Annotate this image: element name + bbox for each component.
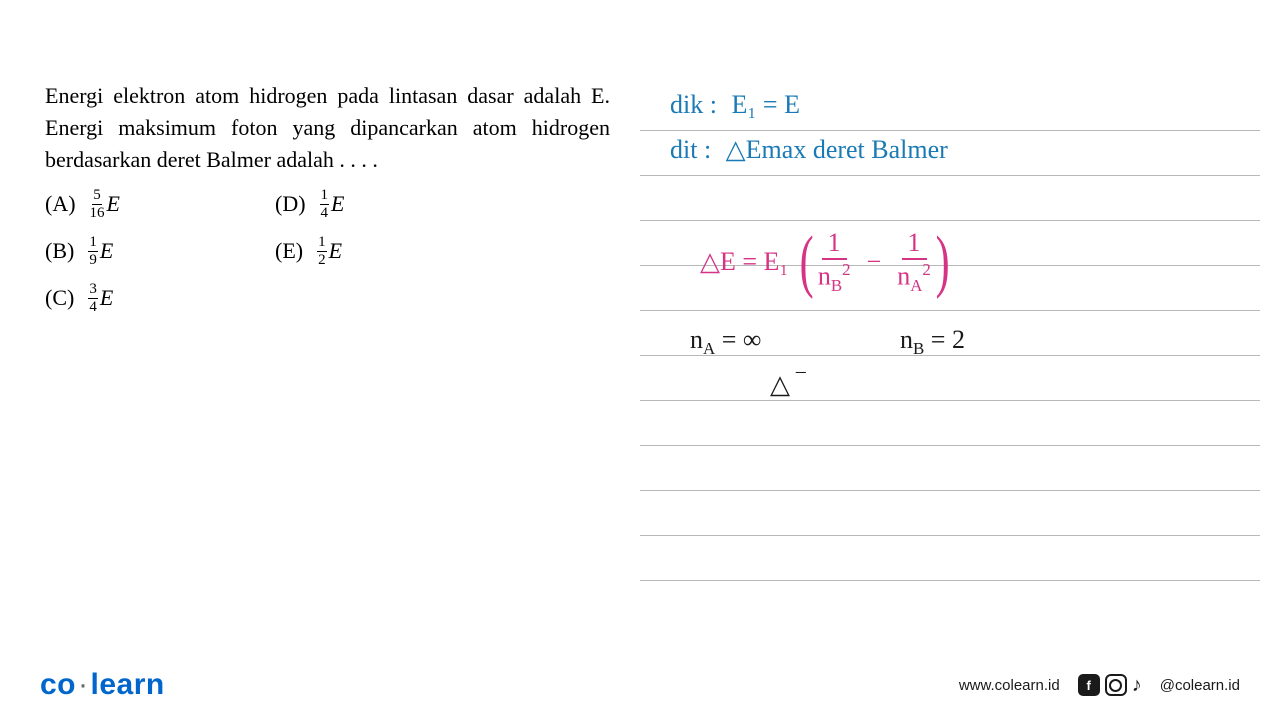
content-area: Energi elektron atom hidrogen pada linta… — [0, 0, 1280, 640]
options-grid: (A) 5 16 E (B) 1 9 E (C) 3 — [45, 188, 465, 329]
facebook-icon: f — [1078, 674, 1100, 696]
instagram-icon — [1105, 674, 1127, 696]
footer-right: www.colearn.id f ♪ @colearn.id — [959, 674, 1240, 696]
question-text: Energi elektron atom hidrogen pada linta… — [45, 80, 610, 176]
option-b: (B) 1 9 E — [45, 235, 275, 268]
tiktok-icon: ♪ — [1132, 675, 1142, 695]
hand-formula: △E = E₁ ( 1 nB2 − 1 nA2 ) — [700, 230, 954, 295]
hand-na: nA = ∞ — [690, 325, 761, 359]
hand-delta: △ ‾ — [770, 370, 805, 400]
option-a: (A) 5 16 E — [45, 188, 275, 221]
hand-dik: dik : E₁ = E — [670, 90, 800, 120]
option-d: (D) 1 4 E — [275, 188, 455, 221]
footer-url: www.colearn.id — [959, 677, 1060, 694]
hand-dit: dit : △Emax deret Balmer — [670, 135, 948, 165]
social-icons: f ♪ — [1078, 674, 1142, 696]
brand-logo: co·learn — [40, 668, 165, 702]
option-c: (C) 3 4 E — [45, 282, 275, 315]
option-e: (E) 1 2 E — [275, 235, 455, 268]
notebook: dik : E₁ = E dit : △Emax deret Balmer △E… — [640, 70, 1280, 590]
footer: co·learn www.colearn.id f ♪ @colearn.id — [0, 650, 1280, 720]
footer-handle: @colearn.id — [1160, 677, 1240, 694]
hand-nb: nB = 2 — [900, 325, 965, 359]
question-panel: Energi elektron atom hidrogen pada linta… — [0, 60, 640, 640]
worksheet-panel: dik : E₁ = E dit : △Emax deret Balmer △E… — [640, 60, 1280, 640]
